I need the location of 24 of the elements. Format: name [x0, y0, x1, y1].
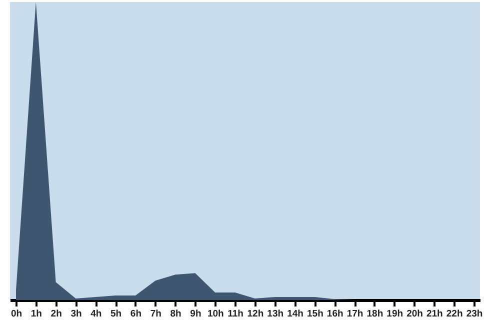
x-tick-label: 19h — [386, 308, 404, 320]
x-tick-label: 1h — [30, 308, 42, 320]
x-tick-label: 4h — [90, 308, 102, 320]
x-tick-label: 13h — [267, 308, 284, 320]
x-tick-label: 21h — [426, 308, 444, 320]
x-tick-label: 0h — [10, 308, 22, 320]
x-tick-label: 3h — [70, 308, 82, 320]
x-tick-label: 12h — [247, 308, 264, 320]
x-tick-label: 20h — [406, 308, 424, 320]
x-tick-label: 8h — [170, 308, 182, 320]
x-tick-label: 2h — [50, 308, 62, 320]
x-tick-label: 17h — [346, 308, 364, 320]
x-tick-label: 22h — [446, 308, 463, 320]
x-tick-label: 15h — [307, 308, 324, 320]
x-tick-label: 14h — [287, 308, 304, 320]
x-tick-label: 16h — [326, 308, 344, 320]
x-tick-label: 18h — [366, 308, 384, 320]
x-tick-label: 7h — [150, 308, 162, 320]
x-tick-label: 9h — [190, 308, 202, 320]
x-tick-label: 10h — [207, 308, 224, 320]
x-tick-label: 5h — [110, 308, 122, 320]
x-tick-label: 6h — [130, 308, 142, 320]
x-tick-label: 11h — [228, 308, 244, 320]
x-tick-label: 23h — [466, 308, 483, 320]
